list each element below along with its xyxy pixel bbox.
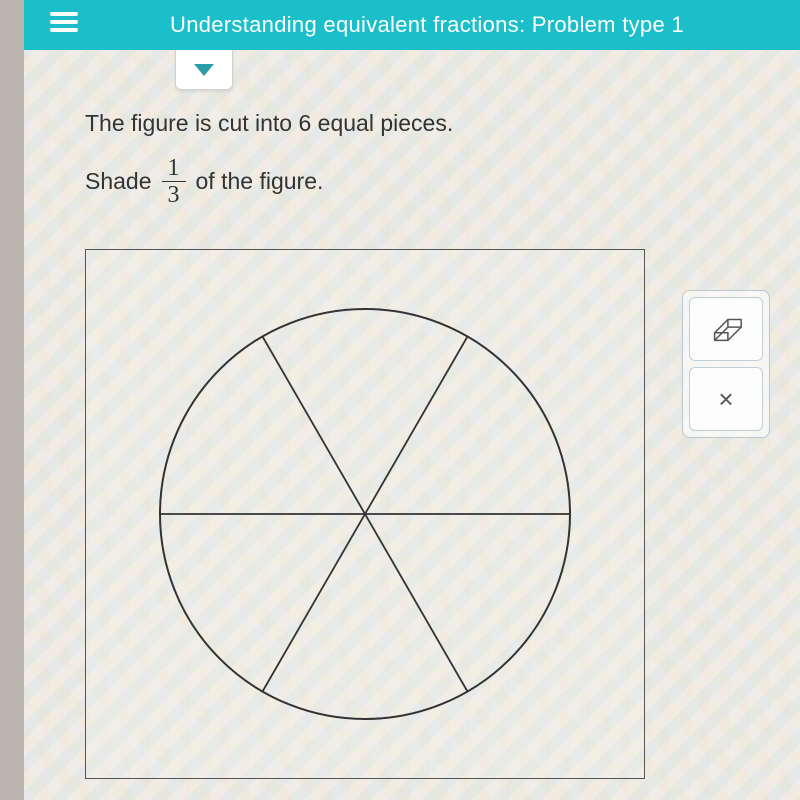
content-area: The figure is cut into 6 equal pieces. S… (0, 50, 800, 799)
instruction-text-1: The figure is cut into 6 equal pieces. (85, 110, 740, 137)
toolbox-panel: × (682, 290, 770, 438)
pie-chart[interactable] (150, 299, 580, 729)
fraction-denominator: 3 (162, 182, 186, 208)
instruction-text-2: Shade 1 3 of the figure. (85, 155, 740, 209)
eraser-icon (707, 315, 745, 343)
left-gutter (0, 0, 24, 800)
figure-container (85, 249, 645, 779)
fraction-numerator: 1 (162, 155, 186, 182)
shade-prefix: Shade (85, 168, 152, 195)
eraser-tool-button[interactable] (689, 297, 763, 361)
shade-suffix: of the figure. (196, 168, 324, 195)
page-header: Understanding equivalent fractions: Prob… (0, 0, 800, 50)
close-tool-button[interactable]: × (689, 367, 763, 431)
close-icon: × (718, 384, 733, 415)
hamburger-menu-icon[interactable] (50, 12, 78, 32)
dropdown-toggle[interactable] (175, 50, 233, 90)
page-title: Understanding equivalent fractions: Prob… (170, 12, 684, 38)
fraction-display: 1 3 (162, 155, 186, 209)
chevron-down-icon (194, 64, 214, 76)
